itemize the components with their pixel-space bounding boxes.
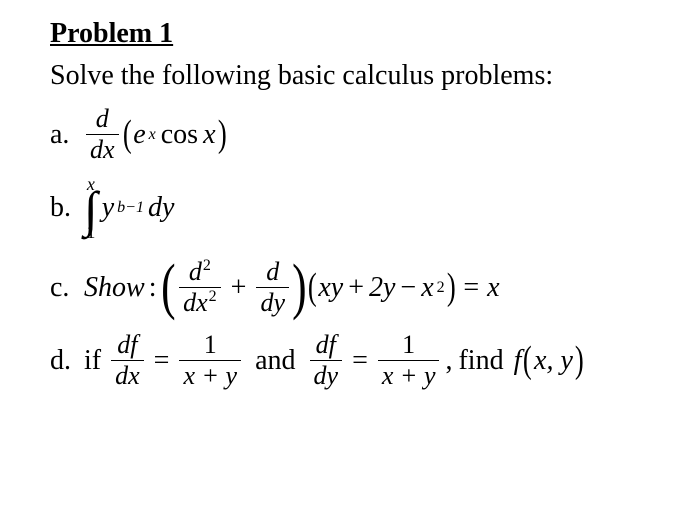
intro-text: Solve the following basic calculus probl… (50, 60, 662, 92)
problem-b: b. x ∫ 1 yb−1 dy (50, 175, 662, 241)
b-dy: dy (148, 192, 174, 224)
c-colon: : (149, 272, 157, 304)
label-c: c. (50, 272, 84, 304)
integral-symbol: x ∫ 1 (84, 175, 98, 241)
d-and: and (255, 345, 295, 377)
c-eq: = (463, 272, 479, 304)
problem-d: d. if df dx = 1 x + y and df dy = 1 (50, 332, 662, 389)
label-a: a. (50, 119, 84, 151)
label-b: b. (50, 192, 84, 224)
a-xarg: x (203, 119, 215, 151)
problem-c: c. Show : ( d2 dx2 + d dy ) ( xy + 2y − … (50, 259, 662, 316)
a-dx: dx (86, 137, 119, 163)
d-xy: x, y (534, 345, 573, 377)
c-xy: xy (318, 272, 343, 304)
c-rhs: x (487, 272, 499, 304)
d-find: find (458, 345, 503, 377)
problem-title: Problem 1 (50, 18, 662, 50)
a-cos: cos (161, 119, 198, 151)
c-plus: + (231, 272, 247, 304)
d-f: f (514, 345, 522, 377)
a-d: d (92, 106, 113, 132)
b-y: y (102, 192, 114, 224)
label-d: d. (50, 345, 84, 377)
c-show: Show (84, 272, 145, 304)
problem-a: a. d dx ( ex cos x ) (50, 106, 662, 163)
a-e: e (133, 119, 145, 151)
d-if: if (84, 345, 101, 377)
